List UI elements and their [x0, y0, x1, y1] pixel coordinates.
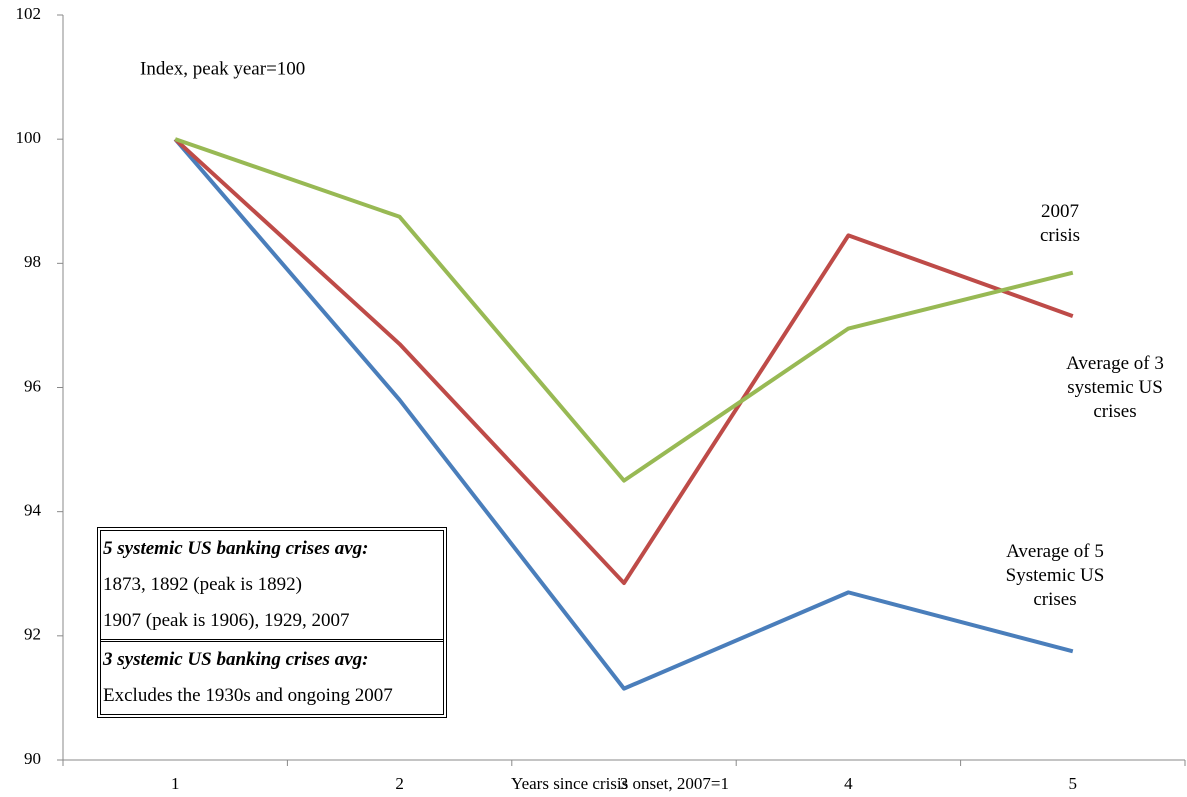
y-tick-label: 102	[16, 4, 42, 23]
x-tick-label: 3	[620, 774, 629, 793]
y-tick-label: 90	[24, 749, 41, 768]
note: 1907 (peak is 1906), 1929, 2007	[103, 610, 350, 631]
annotation: Index, peak year=100	[140, 58, 305, 79]
y-tick-label: 100	[16, 128, 42, 147]
note: 1873, 1892 (peak is 1892)	[103, 574, 302, 595]
x-axis-title: Years since crisis onset, 2007=1	[511, 774, 729, 793]
x-tick-label: 4	[844, 774, 853, 793]
series-line	[174, 137, 1074, 483]
series-line	[173, 137, 1074, 691]
x-tick-label: 5	[1069, 774, 1078, 793]
y-tick-label: 92	[24, 625, 41, 644]
series-line	[173, 137, 1074, 586]
notes-box: 5 systemic US banking crises avg: 1873, …	[97, 527, 447, 718]
series-label: Average of 5 Systemic US crises	[1005, 541, 1105, 610]
note: 5 systemic US banking crises avg:	[103, 538, 369, 559]
x-tick-label: 2	[395, 774, 404, 793]
note: 3 systemic US banking crises avg:	[101, 639, 443, 678]
x-tick-label: 1	[171, 774, 180, 793]
note: Excludes the 1930s and ongoing 2007	[103, 685, 393, 706]
series-label: Average of 3 systemic US crises	[1066, 353, 1164, 422]
y-tick-label: 94	[24, 501, 42, 520]
y-tick-label: 96	[24, 376, 41, 395]
y-tick-label: 98	[24, 252, 41, 271]
series-label: 2007 crisis	[1039, 201, 1081, 246]
